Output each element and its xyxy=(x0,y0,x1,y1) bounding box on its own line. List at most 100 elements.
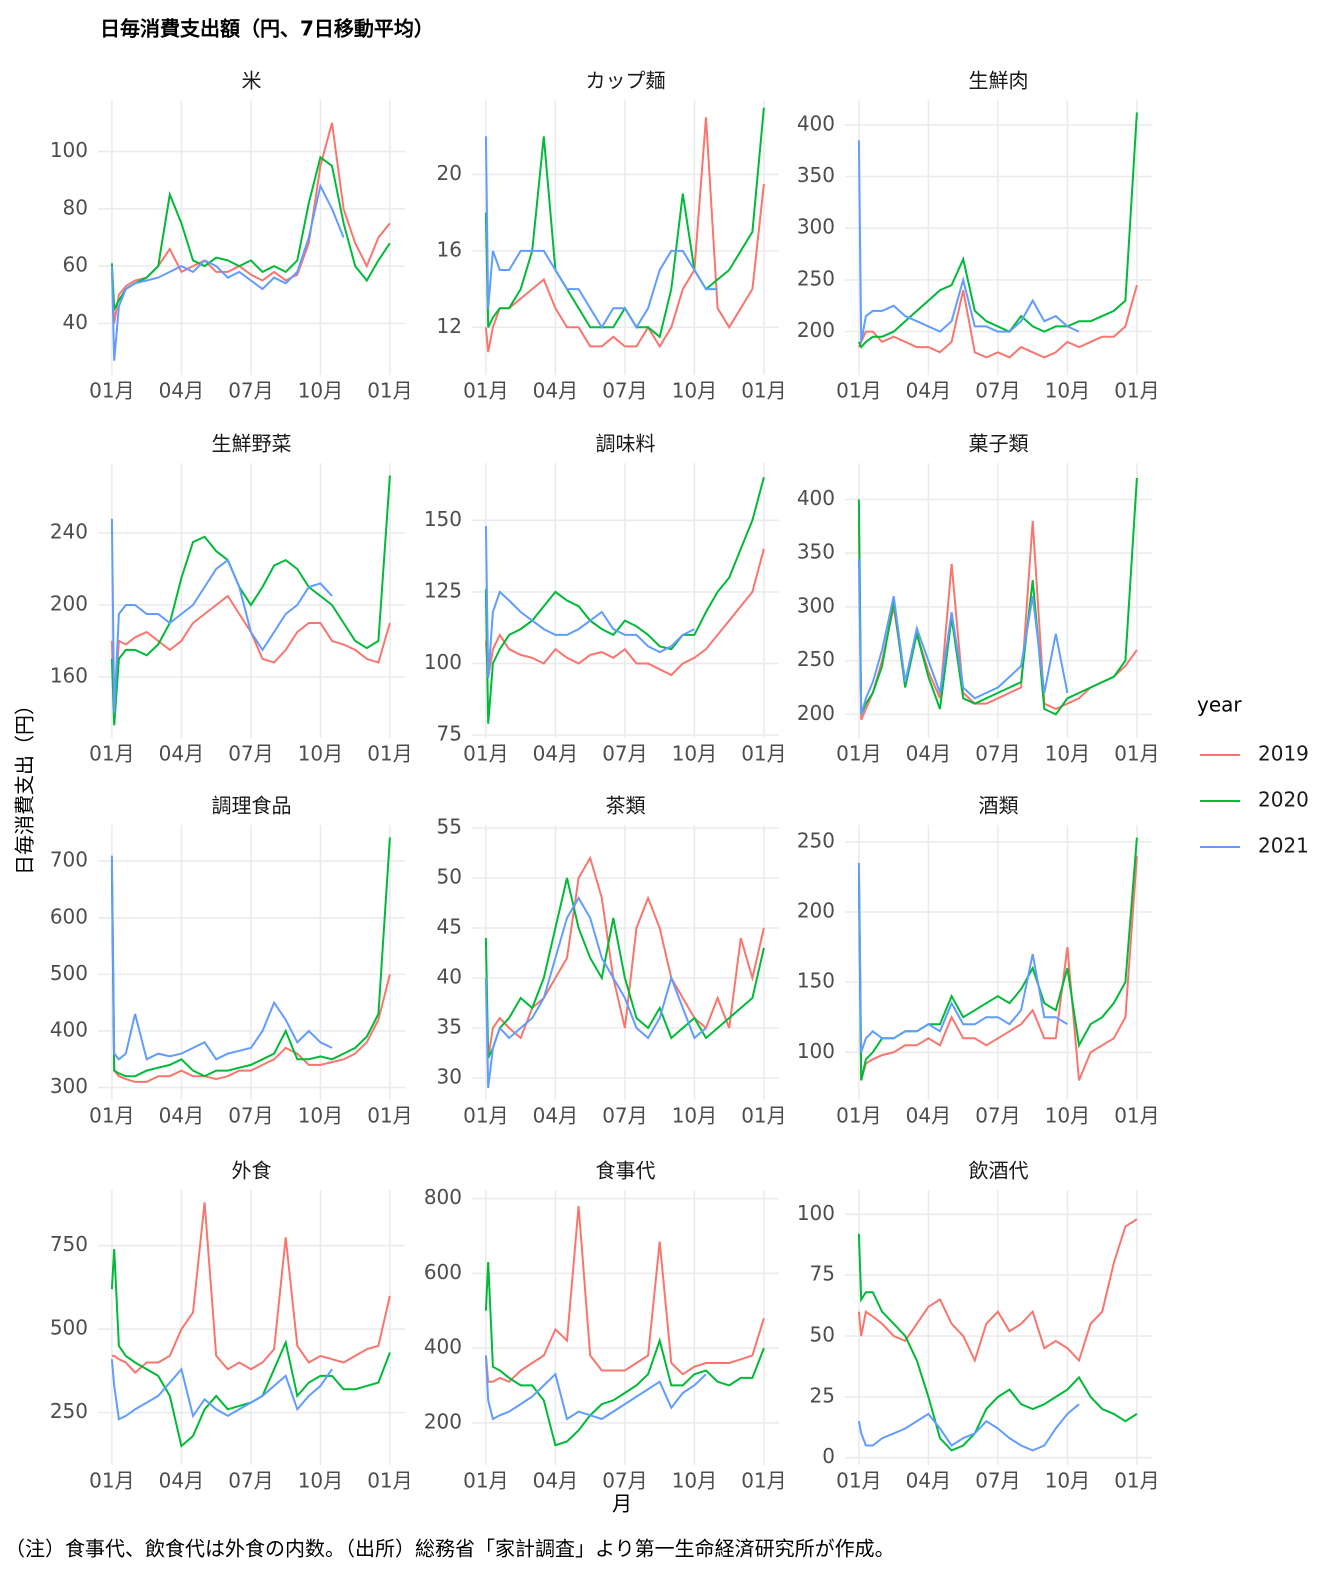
x-tick-label: 07月 xyxy=(975,1104,1020,1128)
x-tick-label: 01月 xyxy=(89,1469,134,1493)
x-tick-label: 10月 xyxy=(1045,379,1090,403)
x-tick-label: 04月 xyxy=(533,1469,578,1493)
y-tick-label: 200 xyxy=(797,898,835,922)
y-tick-label: 150 xyxy=(424,507,462,531)
x-tick-label: 01月 xyxy=(741,742,786,766)
y-tick-label: 600 xyxy=(424,1260,462,1284)
x-tick-label: 10月 xyxy=(672,379,717,403)
x-tick-label: 01月 xyxy=(836,379,881,403)
x-tick-label: 01月 xyxy=(741,1104,786,1128)
panel-title: 生鮮野菜 xyxy=(212,432,292,456)
x-tick-label: 07月 xyxy=(228,1469,273,1493)
y-tick-label: 125 xyxy=(424,578,462,602)
panel-title: 米 xyxy=(242,69,262,93)
panel-title: 酒類 xyxy=(979,794,1019,818)
x-tick-label: 04月 xyxy=(159,1104,204,1128)
series-line xyxy=(484,117,765,353)
x-tick-label: 07月 xyxy=(602,1469,647,1493)
x-tick-label: 01月 xyxy=(1114,742,1159,766)
series-line xyxy=(857,112,1138,349)
series-line xyxy=(857,477,1138,716)
y-tick-label: 20 xyxy=(437,161,462,185)
series-line xyxy=(110,182,345,361)
x-tick-label: 10月 xyxy=(298,742,343,766)
y-tick-label: 200 xyxy=(424,1409,462,1433)
panel-title: カップ麺 xyxy=(586,69,666,93)
y-tick-label: 500 xyxy=(50,1316,88,1340)
y-tick-label: 45 xyxy=(437,915,462,939)
series-line xyxy=(110,1249,391,1448)
x-tick-label: 10月 xyxy=(298,1104,343,1128)
series-line xyxy=(484,1206,765,1383)
y-tick-label: 75 xyxy=(810,1262,835,1286)
y-tick-label: 250 xyxy=(797,266,835,290)
x-tick-label: 01月 xyxy=(463,1104,508,1128)
x-tick-label: 07月 xyxy=(602,379,647,403)
series-line xyxy=(110,872,391,1083)
series-line xyxy=(110,1359,333,1421)
y-tick-label: 350 xyxy=(797,163,835,187)
panel-title: 調味料 xyxy=(596,432,656,456)
x-tick-label: 07月 xyxy=(602,1104,647,1128)
legend-title: year xyxy=(1197,693,1242,717)
series-line xyxy=(484,525,695,678)
x-tick-label: 07月 xyxy=(228,379,273,403)
x-tick-label: 01月 xyxy=(1114,379,1159,403)
x-tick-label: 10月 xyxy=(672,1104,717,1128)
y-tick-label: 750 xyxy=(50,1232,88,1256)
x-tick-label: 01月 xyxy=(836,1104,881,1128)
legend-label: 2019 xyxy=(1258,742,1309,766)
y-tick-label: 100 xyxy=(797,1201,835,1225)
y-tick-label: 55 xyxy=(437,815,462,839)
x-tick-label: 07月 xyxy=(228,742,273,766)
y-tick-label: 800 xyxy=(424,1185,462,1209)
y-tick-label: 500 xyxy=(50,961,88,985)
y-tick-label: 80 xyxy=(63,195,88,219)
x-tick-label: 07月 xyxy=(228,1104,273,1128)
y-tick-label: 400 xyxy=(424,1335,462,1359)
y-tick-label: 30 xyxy=(437,1065,462,1089)
legend-label: 2021 xyxy=(1258,834,1309,858)
x-tick-label: 04月 xyxy=(159,1469,204,1493)
legend-label: 2020 xyxy=(1258,788,1309,812)
series-line xyxy=(484,136,718,330)
y-tick-label: 0 xyxy=(822,1444,835,1468)
x-tick-label: 01月 xyxy=(741,379,786,403)
series-line xyxy=(484,107,765,339)
x-tick-label: 04月 xyxy=(906,1104,951,1128)
y-tick-label: 200 xyxy=(797,318,835,342)
x-tick-label: 01月 xyxy=(89,1104,134,1128)
y-axis-title: 日毎消費支出（円） xyxy=(13,695,37,875)
panel-title: 生鮮肉 xyxy=(969,69,1029,93)
y-tick-label: 25 xyxy=(810,1383,835,1407)
y-tick-label: 40 xyxy=(63,310,88,334)
x-tick-label: 04月 xyxy=(906,379,951,403)
x-tick-label: 04月 xyxy=(906,1469,951,1493)
x-tick-label: 01月 xyxy=(367,1469,412,1493)
x-tick-label: 04月 xyxy=(533,379,578,403)
x-tick-label: 01月 xyxy=(1114,1104,1159,1128)
series-line xyxy=(484,548,765,678)
y-tick-label: 400 xyxy=(797,486,835,510)
y-tick-label: 600 xyxy=(50,904,88,928)
x-tick-label: 10月 xyxy=(672,1469,717,1493)
chart-title: 日毎消費支出額（円、7日移動平均） xyxy=(100,17,434,41)
y-tick-label: 250 xyxy=(797,828,835,852)
x-tick-label: 01月 xyxy=(367,1104,412,1128)
x-tick-label: 01月 xyxy=(836,742,881,766)
y-tick-label: 100 xyxy=(424,650,462,674)
x-tick-label: 07月 xyxy=(975,742,1020,766)
x-tick-label: 01月 xyxy=(836,1469,881,1493)
y-tick-label: 240 xyxy=(50,520,88,544)
x-tick-label: 10月 xyxy=(672,742,717,766)
x-tick-label: 04月 xyxy=(533,1104,578,1128)
y-tick-label: 75 xyxy=(437,722,462,746)
series-line xyxy=(857,1403,1080,1452)
x-tick-label: 01月 xyxy=(367,742,412,766)
series-line xyxy=(484,896,707,1089)
y-tick-label: 35 xyxy=(437,1015,462,1039)
panel-title: 食事代 xyxy=(596,1159,656,1183)
x-tick-label: 01月 xyxy=(89,742,134,766)
x-tick-label: 07月 xyxy=(975,379,1020,403)
